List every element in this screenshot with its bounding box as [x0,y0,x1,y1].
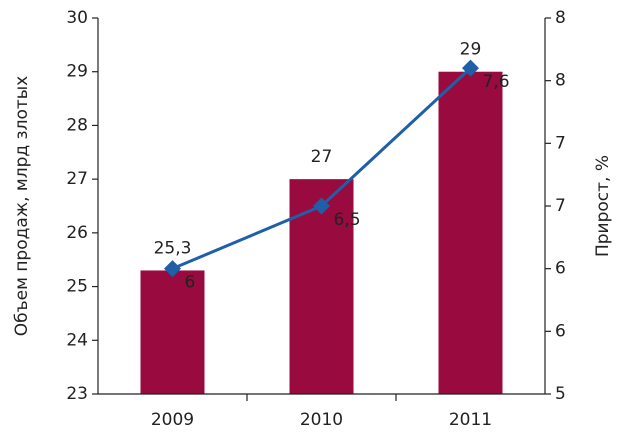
x-tick-label: 2011 [449,410,492,430]
bar-value-label: 29 [460,40,482,60]
y2-tick-label: 7 [555,196,566,216]
y2-tick-label: 5 [555,384,566,404]
line-value-label: 6 [185,273,196,293]
bar-value-label: 27 [311,147,333,167]
line-value-label: 6,5 [334,210,361,230]
line-marker [313,197,330,215]
y-tick-label: 26 [66,223,88,243]
y2-axis-label: Прирост, % [593,155,613,257]
y-tick-label: 27 [66,169,88,189]
line-marker [164,260,181,278]
x-tick-label: 2009 [151,410,194,430]
x-tick-label: 2010 [300,410,343,430]
bar-value-label: 25,3 [154,238,192,258]
y2-tick-label: 6 [555,259,566,279]
y-tick-label: 30 [66,8,88,28]
y-tick-label: 29 [66,62,88,82]
bar [140,270,205,394]
y2-tick-label: 7 [555,133,566,153]
bar [438,71,503,394]
y-tick-label: 28 [66,115,88,135]
y2-tick-label: 8 [555,8,566,28]
line-value-label: 7,6 [483,72,510,92]
y-tick-label: 23 [66,384,88,404]
y-tick-label: 24 [66,330,88,350]
y-axis-label: Объем продаж, млрд злотых [12,76,32,337]
y2-tick-label: 8 [555,71,566,91]
y-tick-label: 25 [66,277,88,297]
y2-tick-label: 6 [555,321,566,341]
